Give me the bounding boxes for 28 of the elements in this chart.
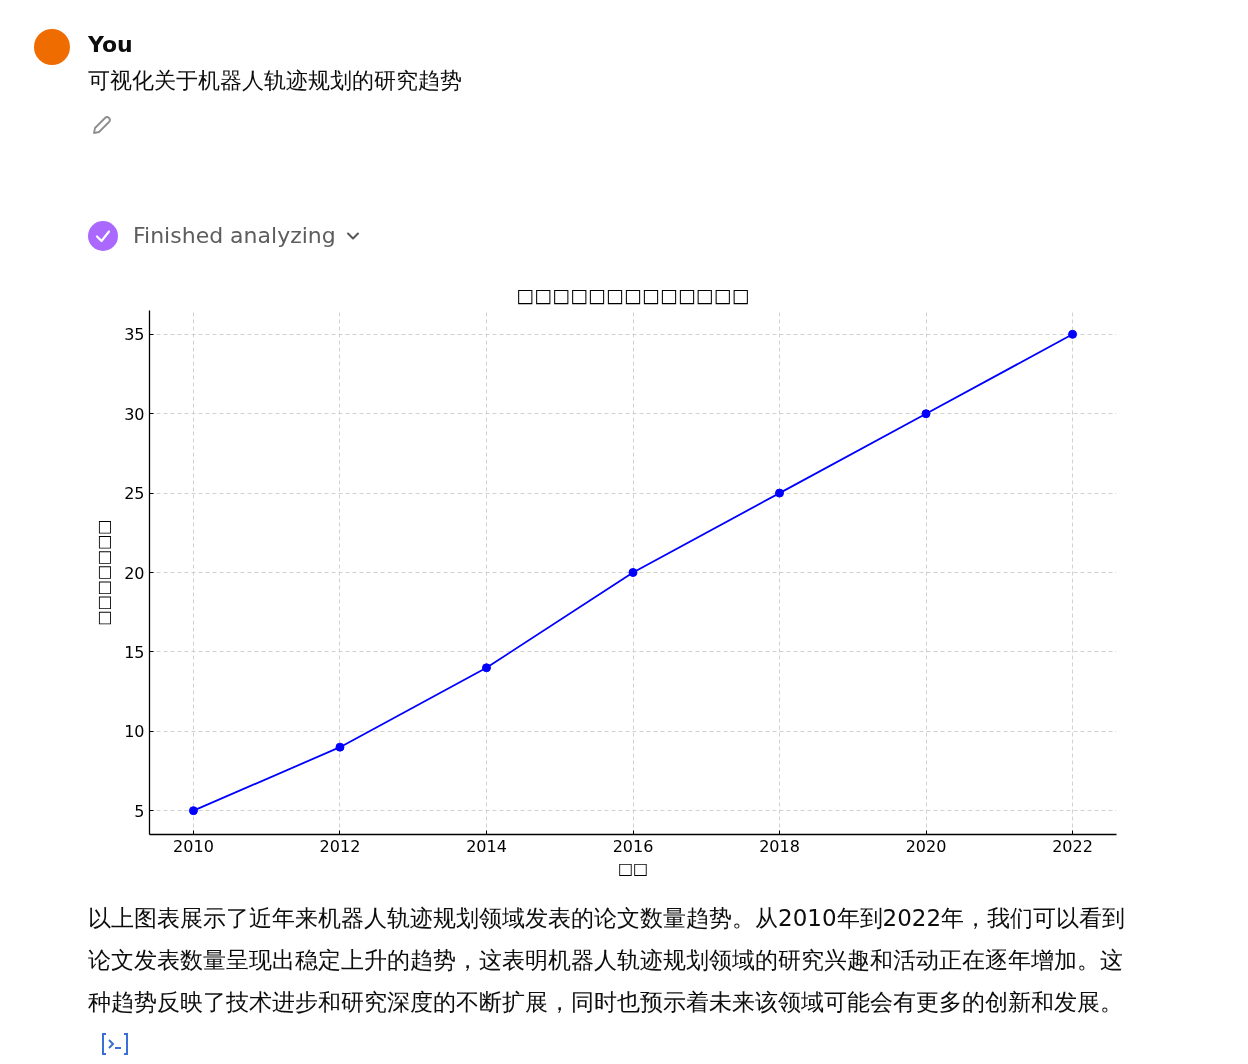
point — [921, 409, 931, 419]
y-tick-label: 10 — [124, 722, 145, 742]
chart-title: □□□□□□□□□□□□□ — [516, 283, 750, 306]
y-tick-label: 5 — [134, 801, 145, 821]
x-tick-label: 2010 — [173, 836, 214, 856]
text: 以上图表展示了近年来机器人轨迹规划领域发表的论文数量趋势。从2010年到2022年，我们可以看到论文发表数量呈现出稳定上升的趋势，这表明机器人轨迹规划领域的研究兴趣和活动正在逐年增加。这种趋势反映了技术进步和研究深度的不断扩展，同时也预示着未来该领域可能会有更多的创新和发展。 — [88, 904, 1127, 1017]
point — [628, 568, 638, 577]
y-tick-label: 25 — [124, 484, 145, 504]
y-tick-label: 35 — [124, 325, 145, 345]
text: 可视化关于机器人轨迹规划的研究趋势 — [88, 67, 462, 95]
point — [188, 806, 198, 816]
x-tick-label: 2018 — [759, 836, 800, 856]
x-axis-title: □□ — [617, 858, 649, 878]
y-tick-label: 30 — [124, 404, 145, 424]
point — [481, 663, 491, 673]
x-tick-label: 2012 — [319, 836, 361, 856]
point — [335, 742, 345, 752]
y-tick-label: 20 — [124, 563, 145, 583]
point — [1068, 329, 1078, 339]
x-tick-label: 2020 — [905, 836, 947, 856]
y-axis-title: □□□□□□□ — [94, 519, 114, 626]
x-tick-label: 2016 — [612, 836, 654, 856]
text: Finished analyzing — [133, 222, 337, 250]
x-tick-label: 2022 — [1052, 836, 1093, 856]
y-tick-label: 15 — [124, 642, 145, 662]
x-tick-label: 2014 — [466, 836, 507, 856]
point — [775, 488, 785, 498]
text: You — [88, 31, 133, 59]
